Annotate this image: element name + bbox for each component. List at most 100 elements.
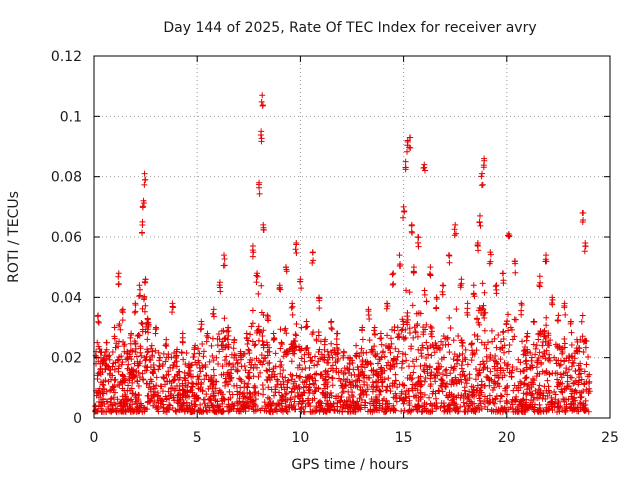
data-point-cloud: [431, 349, 438, 356]
data-point-cloud: [487, 398, 494, 405]
data-point-cloud: [121, 387, 128, 394]
data-point-cloud: [496, 383, 503, 390]
data-point-cloud: [112, 344, 119, 351]
data-point-cloud: [95, 387, 102, 394]
data-point-cloud: [410, 334, 417, 341]
data-point-cloud: [333, 368, 340, 375]
data-point-cloud: [293, 372, 300, 379]
data-point: [359, 327, 366, 334]
data-point-cloud: [132, 398, 139, 405]
data-point-cloud: [352, 378, 359, 385]
data-point-cloud: [403, 395, 410, 402]
data-point-cloud: [170, 377, 177, 384]
data-point-cloud: [442, 384, 449, 391]
data-point-cloud: [505, 311, 512, 318]
data-point-cloud: [380, 408, 387, 415]
data-point: [289, 303, 296, 310]
data-point-cloud: [157, 383, 164, 390]
data-point-cloud: [379, 370, 386, 377]
data-point-cloud: [193, 361, 200, 368]
data-point-cloud: [509, 401, 516, 408]
data-point-cloud: [562, 408, 569, 415]
data-point: [415, 234, 422, 241]
data-point-cloud: [234, 388, 241, 395]
data-point-cloud: [143, 367, 150, 374]
data-point-cloud: [479, 305, 486, 312]
data-point-cloud: [313, 370, 320, 377]
data-point-cloud: [505, 327, 512, 334]
data-point-cloud: [403, 357, 410, 364]
data-point-cloud: [410, 369, 417, 376]
data-point-cloud: [92, 403, 99, 410]
data-point-cloud: [218, 408, 225, 415]
data-point-cloud: [101, 352, 108, 359]
data-point-cloud: [517, 368, 524, 375]
data-point-cloud: [282, 325, 289, 332]
data-point-cloud: [245, 402, 252, 409]
data-point: [477, 222, 484, 229]
data-point-cloud: [428, 372, 435, 379]
data-point: [561, 304, 568, 311]
data-point-cloud: [535, 386, 542, 393]
data-point-cloud: [96, 345, 103, 352]
data-point-cloud: [481, 360, 488, 367]
data-point-cloud: [194, 394, 201, 401]
data-point-cloud: [558, 386, 565, 393]
data-point: [288, 304, 295, 311]
data-point-cloud: [394, 353, 401, 360]
data-point-cloud: [263, 339, 270, 346]
data-point-cloud: [387, 388, 394, 395]
data-point-cloud: [198, 408, 205, 415]
data-point-cloud: [447, 325, 454, 332]
data-point-cloud: [561, 335, 568, 342]
data-point-cloud: [485, 375, 492, 382]
data-point-cloud: [137, 343, 144, 350]
data-point-cloud: [572, 397, 579, 404]
data-point-cloud: [288, 358, 295, 365]
data-point-cloud: [551, 388, 558, 395]
data-point: [341, 349, 348, 356]
data-point-cloud: [483, 345, 490, 352]
data-point-cloud: [390, 407, 397, 414]
data-point-cloud: [195, 345, 202, 352]
data-point: [138, 229, 145, 236]
data-point-cloud: [295, 392, 302, 399]
data-point-cloud: [338, 367, 345, 374]
data-point-cloud: [400, 318, 407, 325]
data-point-cloud: [241, 363, 248, 370]
data-point: [371, 327, 378, 334]
data-point-cloud: [346, 379, 353, 386]
data-point-cloud: [210, 390, 217, 397]
x-tick-label: 0: [90, 430, 99, 446]
data-point-cloud: [122, 377, 129, 384]
data-point-cloud: [392, 377, 399, 384]
data-point-cloud: [523, 360, 530, 367]
data-point-cloud: [208, 342, 215, 349]
data-point-cloud: [151, 391, 158, 398]
data-point-cloud: [497, 369, 504, 376]
data-point-cloud: [268, 386, 275, 393]
data-point-cloud: [126, 373, 133, 380]
data-point-cloud: [142, 302, 149, 309]
data-point-cloud: [532, 345, 539, 352]
data-point-cloud: [564, 372, 571, 379]
data-point-cloud: [583, 386, 590, 393]
data-point-cloud: [378, 379, 385, 386]
data-point-cloud: [291, 350, 298, 357]
data-point-cloud: [480, 365, 487, 372]
data-point-cloud: [376, 400, 383, 407]
data-point: [136, 282, 143, 289]
data-point-cloud: [570, 360, 577, 367]
data-point-cloud: [324, 371, 331, 378]
data-point: [439, 288, 446, 295]
data-point: [585, 380, 592, 387]
data-point-cloud: [110, 394, 117, 401]
data-point-cloud: [153, 382, 160, 389]
data-point-cloud: [543, 347, 550, 354]
data-point: [293, 241, 300, 248]
data-point: [144, 315, 151, 322]
data-point-cloud: [429, 328, 436, 335]
data-point-cloud: [478, 339, 485, 346]
data-point-cloud: [120, 377, 127, 384]
data-point: [582, 243, 589, 250]
